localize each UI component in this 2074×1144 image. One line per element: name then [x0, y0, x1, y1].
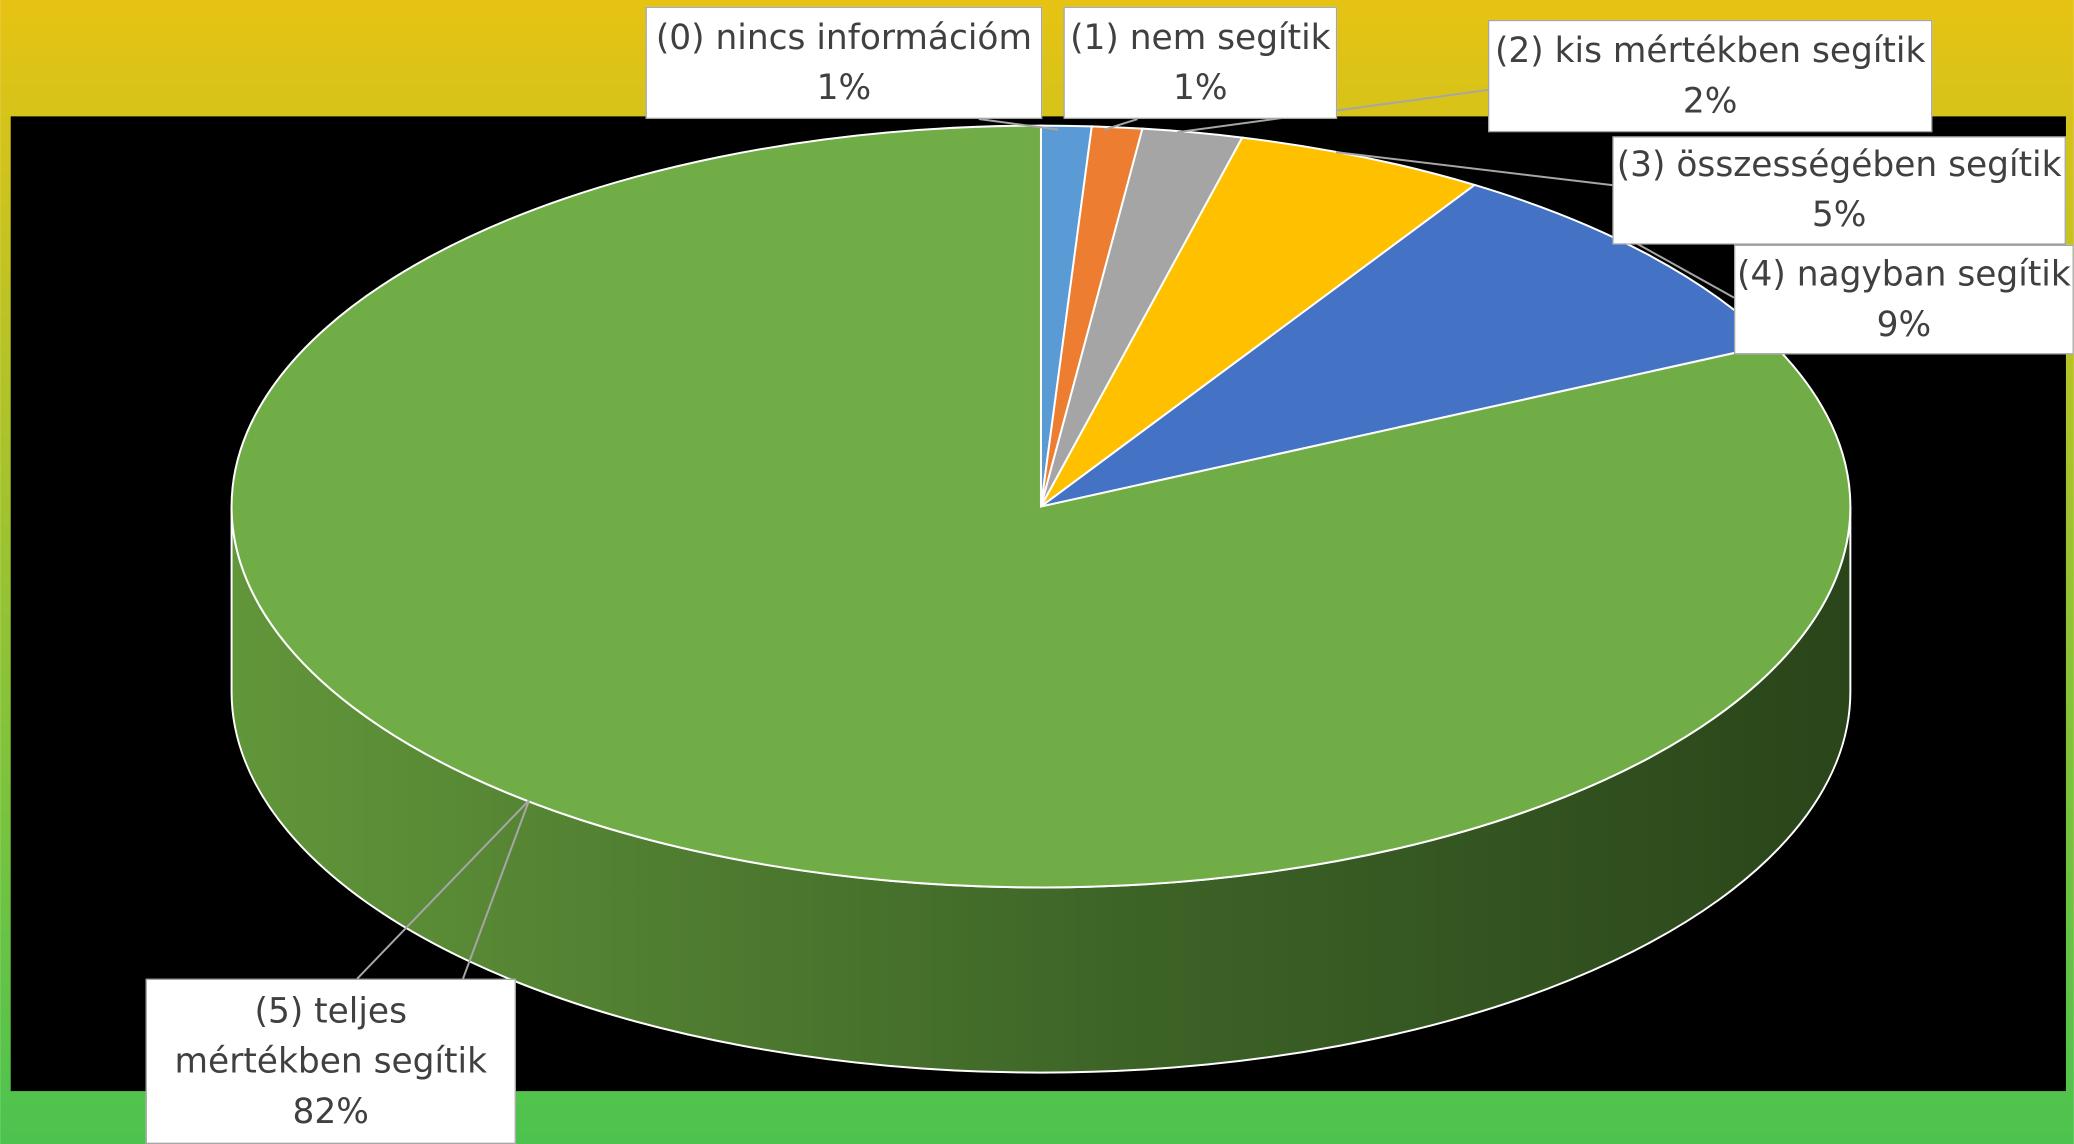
label-box: (0) nincs információm 1%	[645, 6, 1043, 120]
leader-line	[356, 799, 531, 980]
label-category: (0) nincs információm	[655, 17, 1032, 58]
leader-line	[1104, 118, 1138, 131]
leader-lines	[356, 88, 1735, 980]
leader-line	[1335, 151, 1613, 187]
label-value: 2%	[1682, 81, 1738, 122]
data-label: (0) nincs információm 1%	[645, 6, 1043, 120]
label-value: 82%	[292, 1091, 369, 1132]
labels: (0) nincs információm 1% (1) nem segítik 1%…	[145, 6, 2074, 1144]
data-label: (3) összességében segítik 5%	[1612, 136, 2066, 245]
data-label: (5) teljes mértékben segítik 82%	[145, 978, 516, 1144]
data-label: (2) kis mértékben segítik 2%	[1487, 19, 1933, 133]
label-category: (5) teljes mértékben segítik	[174, 991, 487, 1082]
label-box: (4) nagyban segítik 9%	[1733, 244, 2074, 355]
leader-line	[1626, 237, 1735, 299]
label-value: 1%	[816, 68, 872, 108]
pie-slice	[1040, 136, 1477, 508]
label-box: (1) nem segítik 1%	[1063, 6, 1338, 120]
label-value: 5%	[1811, 195, 1867, 236]
label-category: (4) nagyban segítik	[1737, 254, 2071, 295]
label-category: (3) összességében segítik	[1616, 145, 2062, 186]
label-category: (2) kis mértékben segítik	[1494, 31, 1926, 71]
data-label: (4) nagyban segítik 9%	[1733, 244, 2074, 355]
pie	[230, 124, 1852, 1074]
label-category: (1) nem segítik	[1070, 17, 1331, 58]
pie-slice	[230, 124, 1852, 889]
label-box: (3) összességében segítik 5%	[1612, 136, 2066, 245]
label-value: 1%	[1173, 68, 1228, 108]
leader-line	[978, 118, 1059, 131]
label-box: (5) teljes mértékben segítik 82%	[145, 978, 516, 1144]
label-value: 9%	[1876, 304, 1932, 345]
label-box: (2) kis mértékben segítik 2%	[1487, 19, 1933, 133]
data-label: (1) nem segítik 1%	[1063, 6, 1338, 120]
